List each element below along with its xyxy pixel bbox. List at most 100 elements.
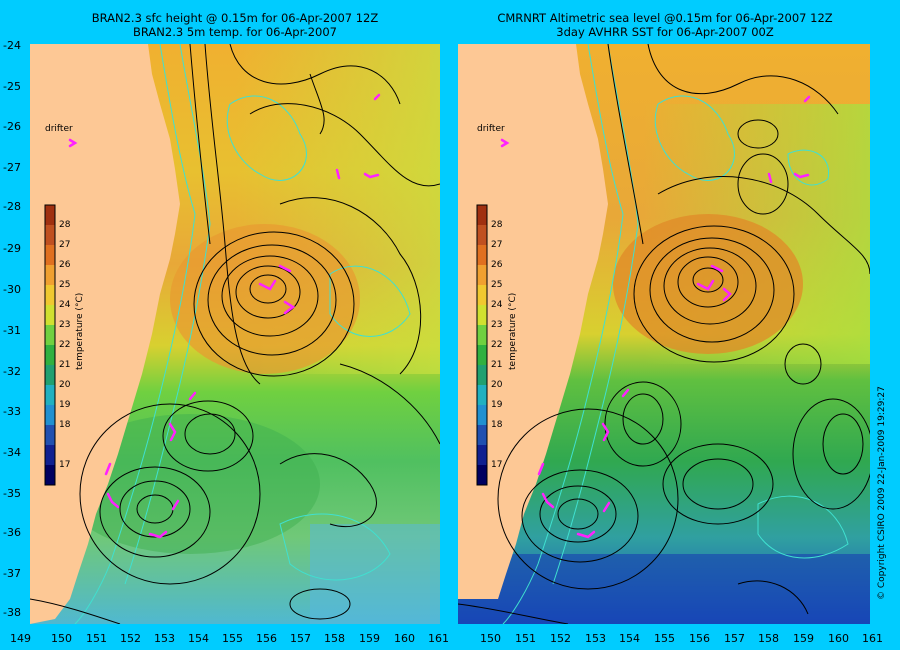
drifter-arrow [106, 492, 120, 509]
drifter-arrow [576, 530, 596, 539]
lat-tick: -37 [3, 567, 21, 580]
lon-tick: 153 [585, 632, 606, 645]
lat-tick: -26 [3, 120, 21, 133]
cbar-tick: 27 [59, 240, 71, 250]
drifter-arrow [104, 462, 112, 476]
lon-tick: 156 [256, 632, 277, 645]
sea-level-contours [458, 44, 870, 624]
cbar-tick: 28 [59, 220, 71, 230]
cbar-tick: 17 [59, 460, 71, 470]
drifter-arrow [710, 264, 724, 273]
lon-tick: 154 [619, 632, 640, 645]
lat-tick: -27 [3, 161, 21, 174]
cbar-tick: 22 [59, 340, 71, 350]
lat-tick: -31 [3, 324, 21, 337]
cbar-tick: 21 [491, 360, 503, 370]
lon-tick: 153 [154, 632, 175, 645]
lon-tick: 152 [120, 632, 141, 645]
cbar-tick: 24 [59, 300, 71, 310]
right-drifter-label: drifter [477, 124, 505, 134]
cbar-tick: 20 [59, 380, 71, 390]
right-title-line2: 3day AVHRR SST for 06-Apr-2007 00Z [556, 25, 774, 39]
right-panel-title: CMRNRT Altimetric sea level @0.15m for 0… [455, 11, 875, 39]
lat-tick: -32 [3, 365, 21, 378]
lon-tick: 160 [828, 632, 849, 645]
drifter-arrow [601, 422, 610, 442]
lon-tick: 155 [654, 632, 675, 645]
lon-tick: 150 [480, 632, 501, 645]
left-title-line1: BRAN2.3 sfc height @ 0.15m for 06-Apr-20… [91, 11, 379, 25]
cbar-tick: 23 [491, 320, 503, 330]
lon-tick: 159 [359, 632, 380, 645]
drifter-arrow [373, 93, 381, 101]
left-panel-title: BRAN2.3 sfc height @ 0.15m for 06-Apr-20… [30, 11, 440, 39]
cbar-tick: 22 [491, 340, 503, 350]
drifter-arrow [283, 300, 296, 315]
left-map-panel [30, 44, 440, 624]
lon-tick: 155 [222, 632, 243, 645]
lon-tick: 150 [51, 632, 72, 645]
left-colorbar-title: temperature (°C) [75, 292, 85, 370]
cbar-tick: 21 [59, 360, 71, 370]
drifter-arrow [171, 499, 180, 511]
lat-tick: -34 [3, 446, 21, 459]
lon-tick: 161 [428, 632, 449, 645]
lon-tick: 157 [290, 632, 311, 645]
drifter-arrow [696, 279, 715, 291]
lon-tick: 154 [188, 632, 209, 645]
drifter-arrow [621, 388, 630, 398]
cbar-tick: 20 [491, 380, 503, 390]
lat-tick: -35 [3, 487, 21, 500]
drifter-arrow [258, 279, 277, 291]
lat-tick: -36 [3, 526, 21, 539]
drifter-arrow [793, 172, 810, 179]
right-map-svg [458, 44, 870, 624]
copyright-text: © Copyright CSIRO 2009 22-Jan-2009 19:29… [877, 386, 887, 600]
right-map-panel [458, 44, 870, 624]
cbar-tick: 25 [59, 280, 71, 290]
lon-tick: 151 [515, 632, 536, 645]
drifter-arrow [148, 530, 168, 539]
drifter-arrows [68, 93, 381, 539]
warm-eddy-shading [170, 224, 360, 374]
cbar-tick: 17 [491, 460, 503, 470]
cbar-tick: 26 [59, 260, 71, 270]
lon-tick: 152 [550, 632, 571, 645]
australia-land [458, 44, 608, 599]
lon-tick: 160 [394, 632, 415, 645]
drifter-arrow [363, 172, 380, 179]
lon-tick: 157 [724, 632, 745, 645]
cbar-tick: 18 [59, 420, 71, 430]
isobath-contours [502, 44, 849, 624]
left-map-svg [30, 44, 440, 624]
lon-tick: 151 [86, 632, 107, 645]
drifter-arrow [722, 287, 732, 302]
right-colorbar-title: temperature (°C) [508, 292, 518, 370]
cbar-tick: 26 [491, 260, 503, 270]
drifter-arrow [500, 138, 510, 148]
cool-south-shading [310, 524, 440, 624]
cbar-tick: 28 [491, 220, 503, 230]
drifter-arrow [537, 462, 545, 476]
cbar-tick: 25 [491, 280, 503, 290]
drifter-arrow [602, 501, 611, 513]
cbar-tick: 19 [491, 400, 503, 410]
lon-tick: 161 [862, 632, 883, 645]
lat-tick: -38 [3, 606, 21, 619]
lon-tick: 158 [324, 632, 345, 645]
cbar-tick: 19 [59, 400, 71, 410]
drifter-arrows [500, 95, 811, 539]
drifter-arrow [541, 492, 555, 509]
lon-tick: 159 [793, 632, 814, 645]
lon-tick: 158 [758, 632, 779, 645]
lon-tick: 149 [10, 632, 31, 645]
lat-tick: -28 [3, 200, 21, 213]
lat-tick: -24 [3, 39, 21, 52]
drifter-arrow [335, 168, 341, 180]
colorbar [44, 204, 56, 486]
right-title-line1: CMRNRT Altimetric sea level @0.15m for 0… [497, 11, 833, 25]
drifter-arrow [188, 391, 197, 401]
ssh-contours [30, 44, 440, 624]
cbar-tick: 18 [491, 420, 503, 430]
drifter-arrow [168, 422, 177, 442]
